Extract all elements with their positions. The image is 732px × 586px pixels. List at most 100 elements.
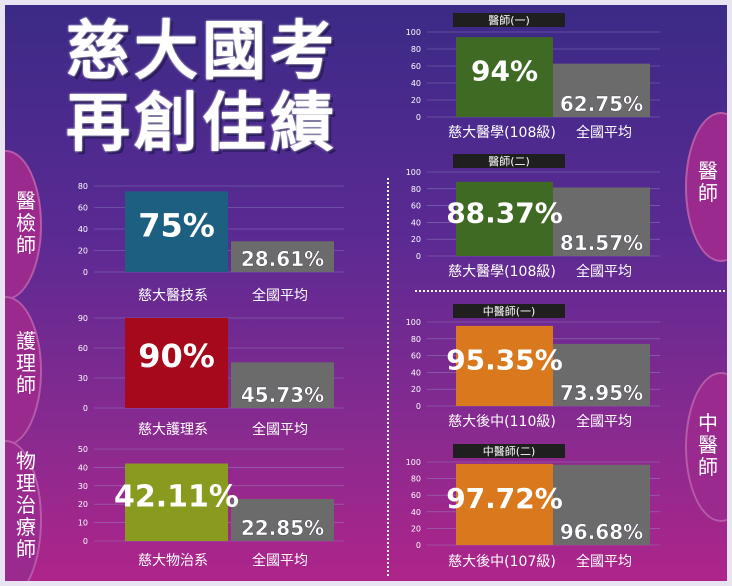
data-label-school: 75%: [138, 206, 215, 244]
vertical-divider: [387, 178, 389, 576]
y-tick-label: 20: [411, 235, 421, 244]
y-tick-label: 20: [411, 96, 421, 105]
y-tick-label: 60: [78, 204, 88, 213]
title-line-1: 慈大國考: [66, 15, 338, 89]
y-tick-label: 40: [411, 508, 421, 517]
category-label: 慈大醫學(108級): [448, 125, 556, 141]
side-label-doctor: 醫師: [698, 159, 718, 205]
bar-national: [553, 63, 650, 117]
chart-title: 中醫師(二): [483, 445, 536, 458]
bar-school: [456, 37, 553, 117]
data-label-national: 22.85%: [241, 516, 324, 540]
category-label: 全國平均: [576, 413, 632, 430]
y-tick-label: 40: [411, 79, 421, 88]
y-tick-label: 80: [411, 45, 421, 54]
chart-title: 醫師(二): [488, 155, 530, 168]
chart-title-badge: [453, 304, 565, 318]
bar-school: [125, 191, 228, 272]
y-tick-label: 0: [83, 268, 88, 277]
y-tick-label: 0: [416, 252, 421, 261]
y-tick-label: 80: [411, 475, 421, 484]
y-tick-label: 20: [411, 385, 421, 394]
category-label: 慈大醫技系: [138, 288, 208, 304]
y-tick-label: 40: [78, 225, 88, 234]
data-label-school: 90%: [138, 337, 215, 375]
category-label: 全國平均: [576, 263, 632, 280]
bar-school: [456, 463, 553, 545]
data-label-school: 42.11%: [114, 480, 239, 515]
chart-title: 中醫師(一): [483, 305, 536, 318]
data-label-national: 62.75%: [560, 92, 643, 116]
bar-national: [231, 241, 334, 272]
chart-title-badge: [453, 13, 565, 27]
bar-national: [553, 187, 650, 256]
side-label-nursing: 護理師: [16, 329, 36, 397]
data-label-school: 95.35%: [446, 343, 563, 376]
y-tick-label: 0: [83, 404, 88, 413]
category-label: 全國平均: [252, 421, 308, 438]
data-label-national: 45.73%: [241, 383, 324, 407]
bar-national: [553, 464, 650, 545]
y-tick-label: 0: [416, 113, 421, 122]
side-label-pt: 物理治療師: [16, 449, 36, 561]
chart-title: 醫師(一): [488, 14, 530, 27]
category-label: 慈大護理系: [138, 422, 208, 438]
y-tick-label: 60: [411, 202, 421, 211]
data-label-national: 73.95%: [560, 381, 643, 405]
category-label: 慈大後中(107級): [448, 554, 556, 570]
y-tick-label: 20: [78, 500, 88, 509]
chart-title-badge: [453, 154, 565, 168]
y-tick-label: 60: [411, 491, 421, 500]
chart-title-badge: [453, 444, 565, 458]
y-tick-label: 40: [411, 368, 421, 377]
data-label-school: 94%: [471, 54, 538, 87]
data-label-national: 81.57%: [560, 231, 643, 255]
bar-national: [553, 343, 650, 406]
y-tick-label: 0: [416, 541, 421, 550]
category-label: 全國平均: [252, 287, 308, 304]
data-label-national: 28.61%: [241, 247, 324, 271]
category-label: 全國平均: [576, 553, 632, 570]
y-tick-label: 90: [78, 314, 88, 323]
y-tick-label: 80: [411, 185, 421, 194]
y-tick-label: 60: [411, 352, 421, 361]
category-label: 慈大醫學(108級): [448, 264, 556, 280]
data-label-national: 96.68%: [560, 520, 643, 544]
y-tick-label: 100: [406, 168, 421, 177]
y-tick-label: 80: [78, 182, 88, 191]
y-tick-label: 30: [78, 374, 88, 383]
y-tick-label: 100: [406, 28, 421, 37]
bar-school: [125, 463, 228, 541]
bar-national: [231, 498, 334, 541]
y-tick-label: 30: [78, 482, 88, 491]
y-tick-label: 0: [83, 537, 88, 546]
data-label-school: 88.37%: [446, 197, 563, 230]
y-tick-label: 20: [78, 247, 88, 256]
bar-school: [456, 325, 553, 406]
horizontal-divider: [415, 290, 725, 292]
bar-school: [456, 181, 553, 256]
side-label-tcm: 中醫師: [698, 411, 718, 479]
y-tick-label: 100: [406, 458, 421, 467]
y-tick-label: 20: [411, 524, 421, 533]
data-label-school: 97.72%: [446, 482, 563, 515]
y-tick-label: 0: [416, 402, 421, 411]
title-line-2: 再創佳績: [66, 87, 338, 161]
category-label: 全國平均: [252, 552, 308, 569]
bar-school: [125, 318, 228, 408]
y-tick-label: 60: [78, 344, 88, 353]
y-tick-label: 10: [78, 519, 88, 528]
y-tick-label: 80: [411, 335, 421, 344]
y-tick-label: 40: [78, 463, 88, 472]
category-label: 慈大物治系: [138, 553, 208, 569]
side-label-medtech: 醫檢師: [16, 189, 36, 257]
category-label: 慈大後中(110級): [448, 414, 556, 430]
y-tick-label: 60: [411, 62, 421, 71]
y-tick-label: 100: [406, 318, 421, 327]
y-tick-label: 40: [411, 218, 421, 227]
y-tick-label: 50: [78, 445, 88, 454]
category-label: 全國平均: [576, 124, 632, 141]
bar-national: [231, 362, 334, 408]
